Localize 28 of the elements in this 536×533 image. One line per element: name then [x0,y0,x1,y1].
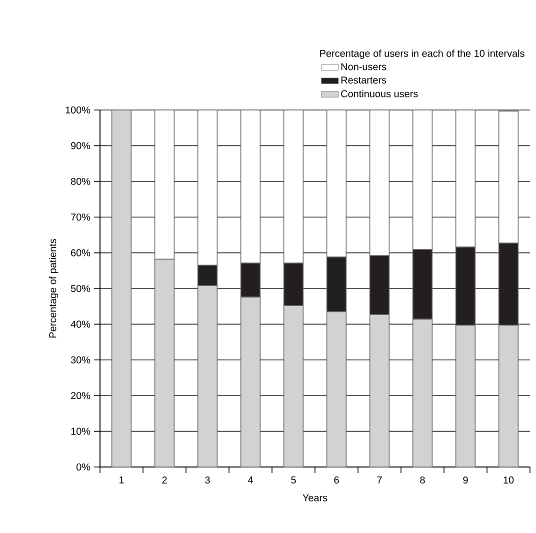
x-tick-label: 8 [420,476,425,484]
y-tick-label: 90% [71,142,90,150]
y-tick-label: 20% [71,392,90,400]
x-tick-label: 7 [377,476,382,484]
x-tick-label: 10 [504,476,514,484]
y-axis-title: Percentage of patients [48,239,58,338]
legend-label: Restarters [341,76,386,84]
y-tick-label: 40% [70,320,90,328]
x-tick-label: 9 [463,476,468,484]
x-tick-label: 1 [119,476,124,484]
y-tick-label: 10% [71,428,90,435]
x-tick-label: 5 [291,476,296,484]
y-tick-label: 30% [70,356,90,364]
y-tick-label: 80% [71,178,90,185]
legend-title: Percentage of users in each of the 10 intervals [320,50,524,59]
legend-label: Non-users [341,63,386,70]
x-tick-label: 3 [205,476,210,484]
y-tick-label: 60% [71,249,90,256]
x-axis-title: Years [302,494,328,502]
y-tick-label: 100% [66,106,90,114]
x-tick-label: 2 [162,476,167,484]
legend-label: Continuous users [341,90,418,98]
bar [111,110,132,468]
y-tick-label: 50% [70,284,90,292]
y-tick-label: 0% [76,463,90,471]
x-tick-label: 4 [248,476,253,484]
x-tick-label: 6 [334,476,339,484]
y-tick-label: 70% [71,214,90,221]
